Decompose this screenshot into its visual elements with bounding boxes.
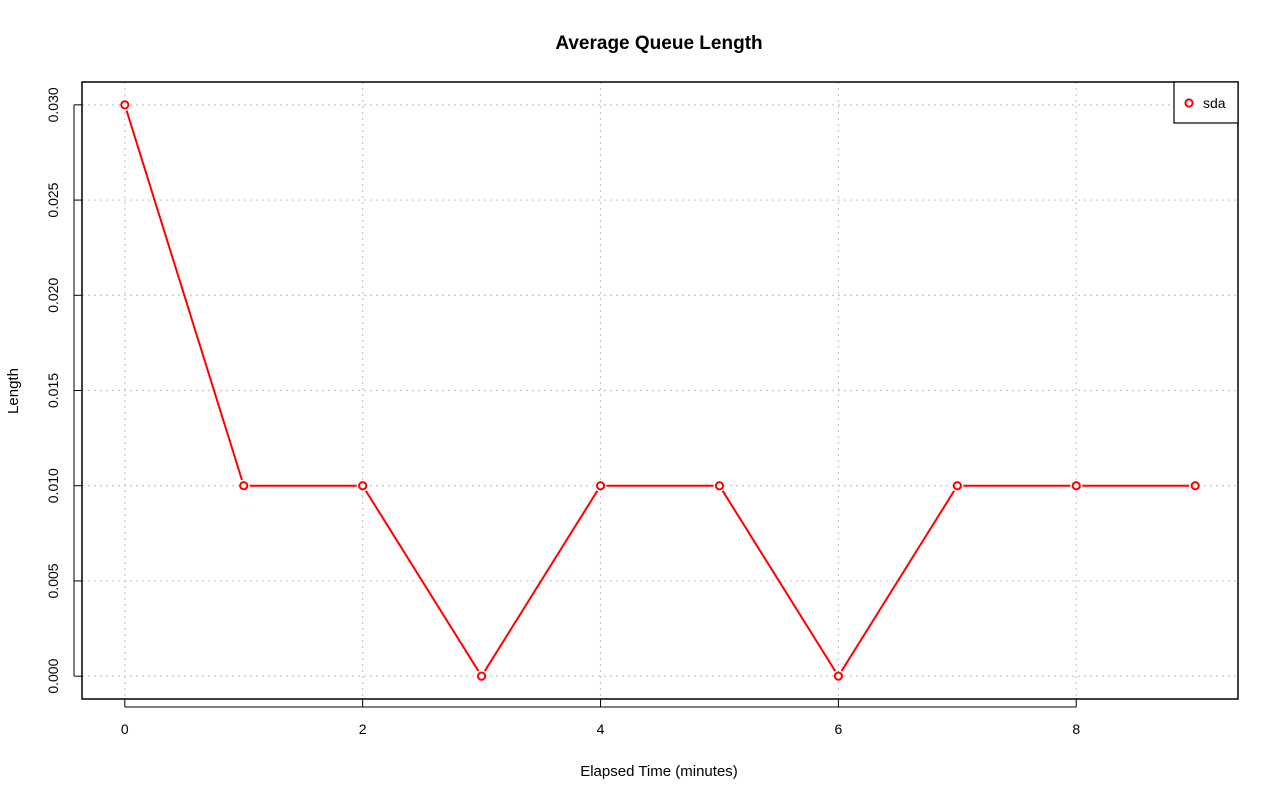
- legend: sda: [1173, 81, 1239, 124]
- y-tick-label: 0.030: [45, 87, 61, 122]
- data-point: [239, 481, 249, 491]
- data-point: [833, 671, 843, 681]
- legend-label-sda: sda: [1203, 95, 1226, 111]
- y-tick-label: 0.005: [45, 563, 61, 598]
- grid: [82, 82, 1238, 699]
- y-tick-label: 0.020: [45, 278, 61, 313]
- series-line-segment: [365, 490, 480, 672]
- x-axis-label: Elapsed Time (minutes): [580, 763, 738, 780]
- data-point: [714, 481, 725, 491]
- x-tick-label: 0: [121, 721, 129, 737]
- y-axis: 0.000 0.005 0.010 0.015 0.020 0.025 0.030: [45, 87, 82, 694]
- data-point: [1071, 481, 1081, 491]
- y-tick-label: 0.000: [45, 658, 61, 693]
- x-tick-label: 2: [359, 721, 367, 737]
- data-point: [595, 481, 606, 491]
- x-tick-label: 4: [597, 721, 605, 737]
- y-tick-label: 0.025: [45, 182, 61, 217]
- data-point: [358, 481, 368, 491]
- data-point: [1190, 481, 1200, 491]
- series-line-segment: [840, 490, 955, 672]
- x-tick-label: 6: [834, 721, 842, 737]
- y-tick-label: 0.010: [45, 468, 61, 503]
- y-axis-label: Length: [5, 368, 22, 414]
- series-line-segment: [483, 490, 599, 672]
- data-point: [120, 100, 130, 110]
- chart-title: Average Queue Length: [555, 33, 762, 54]
- y-tick-label: 0.015: [45, 373, 61, 408]
- data-point: [952, 481, 962, 491]
- series-layer: [120, 100, 1200, 681]
- series-line-segment: [721, 490, 837, 672]
- x-axis: 0 2 4 6 8: [121, 699, 1080, 737]
- series-line-segment: [125, 110, 243, 481]
- x-tick-label: 8: [1072, 721, 1080, 737]
- data-point: [477, 671, 487, 681]
- legend-marker: [1184, 98, 1194, 108]
